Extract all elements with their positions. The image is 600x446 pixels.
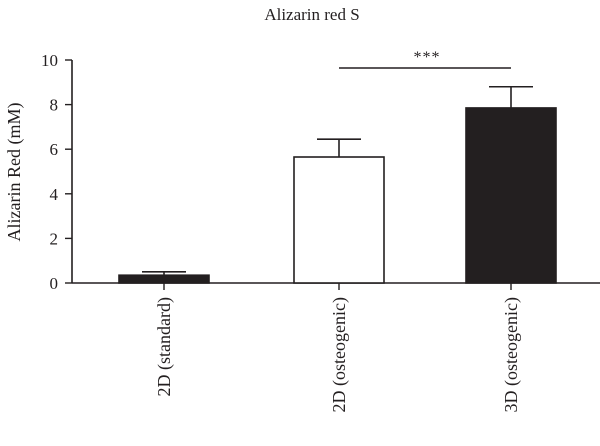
x-tick-label: 3D (osteogenic) [501, 297, 522, 412]
x-axis-ticks: 2D (standard) 2D (osteogenic) 3D (osteogen… [154, 283, 522, 412]
bar [465, 107, 557, 284]
error-bars [142, 85, 533, 276]
bar [118, 274, 210, 284]
bar [293, 156, 385, 284]
y-axis-ticks: 0 2 4 6 8 10 [41, 51, 72, 293]
x-tick-label: 2D (osteogenic) [329, 297, 350, 412]
y-tick-label: 0 [50, 274, 59, 293]
y-tick-label: 10 [41, 51, 58, 70]
y-axis-label: Alizarin Red (mM) [4, 103, 25, 242]
y-tick-label: 4 [50, 185, 59, 204]
y-tick-label: 6 [50, 140, 59, 159]
y-tick-label: 8 [50, 96, 59, 115]
significance-annotation: *** [339, 49, 511, 69]
x-tick-label: 2D (standard) [154, 297, 175, 396]
significance-label: *** [414, 49, 441, 66]
y-tick-label: 2 [50, 229, 59, 248]
bars [118, 107, 557, 284]
chart-title: Alizarin red S [264, 5, 359, 24]
